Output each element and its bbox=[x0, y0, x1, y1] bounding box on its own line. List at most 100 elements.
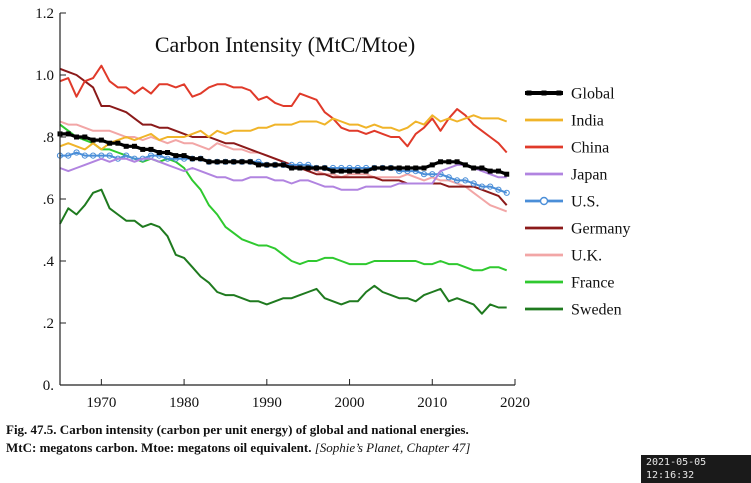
point-u-s bbox=[73, 149, 80, 156]
caption-line-1: Fig. 47.5. Carbon intensity (carbon per … bbox=[6, 422, 469, 437]
point-u-s bbox=[445, 174, 452, 181]
y-tick-label: .4 bbox=[43, 254, 55, 270]
legend-label-japan: Japan bbox=[571, 167, 607, 184]
line-japan bbox=[59, 157, 507, 191]
point-global bbox=[90, 137, 96, 143]
y-tick-label: .8 bbox=[43, 130, 54, 146]
series-japan bbox=[59, 157, 507, 191]
point-global bbox=[123, 143, 129, 149]
point-global bbox=[347, 168, 353, 174]
x-tick-label: 2020 bbox=[500, 395, 530, 411]
line-sweden bbox=[59, 188, 507, 315]
point-global bbox=[371, 165, 377, 171]
carbon-intensity-chart: Carbon Intensity (MtC/Mtoe) 0. .2 .4 .6 .8 1.… bbox=[35, 6, 631, 411]
point-u-s bbox=[462, 177, 469, 184]
legend-entry-india: India bbox=[525, 113, 604, 130]
point-global bbox=[214, 159, 220, 165]
point-u-s bbox=[81, 152, 88, 159]
point-global bbox=[487, 168, 493, 174]
legend-label-germany: Germany bbox=[571, 221, 631, 238]
point-global bbox=[330, 168, 336, 174]
x-tick-label: 1970 bbox=[86, 395, 116, 411]
point-global bbox=[363, 168, 369, 174]
point-u-s bbox=[164, 155, 171, 162]
point-u-s bbox=[495, 186, 502, 193]
legend-marker bbox=[556, 90, 562, 96]
point-global bbox=[438, 159, 444, 165]
point-global bbox=[140, 146, 146, 152]
point-global bbox=[206, 159, 212, 165]
point-global bbox=[189, 156, 195, 162]
point-global bbox=[148, 146, 154, 152]
point-global bbox=[198, 156, 204, 162]
point-global bbox=[272, 162, 278, 168]
legend-entry-sweden: Sweden bbox=[525, 302, 622, 319]
point-u-s bbox=[65, 152, 72, 159]
point-global bbox=[165, 150, 171, 155]
legend-entry-u-k: U.K. bbox=[525, 248, 602, 265]
point-u-s bbox=[429, 171, 436, 178]
chart-title: Carbon Intensity (MtC/Mtoe) bbox=[155, 32, 415, 57]
legend-entry-japan: Japan bbox=[525, 167, 607, 184]
legend-label-china: China bbox=[571, 140, 609, 157]
legend-label-india: India bbox=[571, 113, 604, 130]
point-global bbox=[355, 168, 361, 174]
y-tick-label: 0. bbox=[43, 378, 54, 394]
legend-entry-france: France bbox=[525, 275, 615, 292]
line-india bbox=[59, 114, 508, 151]
point-global bbox=[388, 165, 394, 171]
point-global bbox=[247, 159, 253, 165]
point-global bbox=[322, 165, 328, 171]
point-global bbox=[338, 168, 344, 174]
point-global bbox=[280, 162, 286, 168]
timestamp-overlay: 2021-05-05 12:16:32 bbox=[641, 455, 751, 483]
point-global bbox=[74, 134, 80, 140]
series-india bbox=[59, 114, 508, 151]
legend-entry-china: China bbox=[525, 140, 609, 157]
point-global bbox=[231, 159, 237, 165]
point-global bbox=[446, 159, 452, 165]
y-tick-label: .6 bbox=[43, 192, 55, 208]
point-global bbox=[82, 134, 88, 140]
point-global bbox=[65, 131, 71, 137]
series-sweden bbox=[59, 188, 507, 315]
legend-marker bbox=[541, 90, 547, 96]
point-global bbox=[421, 165, 427, 171]
series-u-s bbox=[56, 149, 510, 196]
line-global bbox=[60, 132, 508, 176]
legend-label-u-s: U.S. bbox=[571, 194, 599, 211]
point-global bbox=[264, 162, 270, 168]
point-global bbox=[462, 162, 468, 168]
x-tick-label: 1980 bbox=[169, 395, 199, 411]
legend-marker bbox=[526, 90, 532, 96]
series-global bbox=[57, 131, 510, 177]
y-tick-label: .2 bbox=[43, 316, 54, 332]
x-tick-label: 1990 bbox=[252, 395, 282, 411]
point-global bbox=[156, 150, 162, 155]
point-u-s bbox=[503, 189, 510, 196]
point-global bbox=[181, 153, 187, 159]
legend-marker bbox=[539, 196, 549, 206]
x-tick-label: 2010 bbox=[417, 395, 447, 411]
legend: Global India China Japan U.S. Germany U.K. Fran… bbox=[525, 86, 631, 319]
y-tick-label: 1.0 bbox=[35, 68, 54, 84]
point-global bbox=[413, 165, 419, 171]
legend-label-france: France bbox=[571, 275, 615, 292]
point-global bbox=[504, 171, 510, 177]
point-global bbox=[239, 159, 245, 165]
point-u-s bbox=[470, 180, 477, 187]
point-global bbox=[313, 165, 319, 171]
line-china bbox=[59, 64, 508, 154]
point-global bbox=[305, 165, 311, 171]
series-lines bbox=[56, 64, 510, 315]
point-u-s bbox=[453, 177, 461, 184]
legend-label-global: Global bbox=[571, 86, 615, 103]
point-global bbox=[429, 162, 435, 168]
point-global bbox=[404, 165, 410, 171]
axes: 0. .2 .4 .6 .8 1.0 1.2 1970 1980 1990 2000 2010 2020 bbox=[35, 6, 530, 411]
figure-caption: Fig. 47.5. Carbon intensity (carbon per … bbox=[6, 421, 626, 457]
point-global bbox=[495, 168, 501, 174]
legend-entry-germany: Germany bbox=[525, 221, 631, 238]
point-global bbox=[479, 165, 485, 171]
point-global bbox=[454, 159, 460, 165]
